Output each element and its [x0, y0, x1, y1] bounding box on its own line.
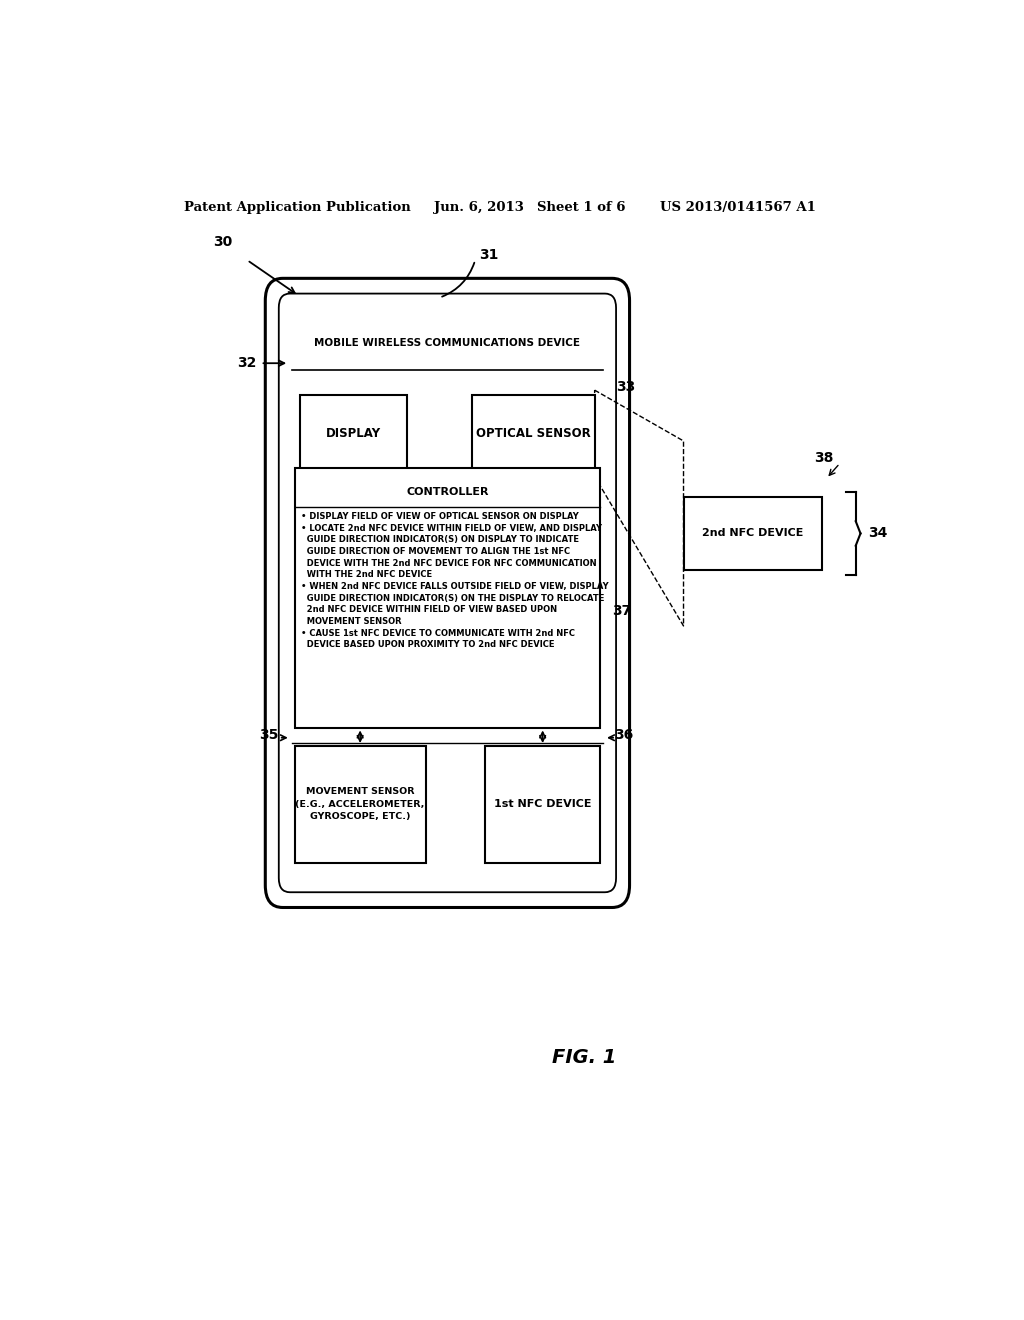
Text: 30: 30	[214, 235, 232, 248]
FancyBboxPatch shape	[295, 746, 426, 863]
Text: 1st NFC DEVICE: 1st NFC DEVICE	[494, 800, 592, 809]
Text: 38: 38	[814, 451, 834, 465]
Text: Jun. 6, 2013: Jun. 6, 2013	[433, 201, 523, 214]
Text: 36: 36	[614, 727, 634, 742]
FancyBboxPatch shape	[279, 293, 616, 892]
Text: • DISPLAY FIELD OF VIEW OF OPTICAL SENSOR ON DISPLAY
• LOCATE 2nd NFC DEVICE WIT: • DISPLAY FIELD OF VIEW OF OPTICAL SENSO…	[301, 512, 608, 649]
Text: Patent Application Publication: Patent Application Publication	[183, 201, 411, 214]
FancyBboxPatch shape	[684, 496, 822, 570]
FancyBboxPatch shape	[472, 395, 595, 471]
Text: 31: 31	[479, 248, 499, 261]
Text: 34: 34	[868, 527, 888, 540]
Text: 35: 35	[259, 727, 279, 742]
Text: CONTROLLER: CONTROLLER	[407, 487, 488, 496]
Text: FIG. 1: FIG. 1	[552, 1048, 616, 1068]
Text: 2nd NFC DEVICE: 2nd NFC DEVICE	[702, 528, 804, 539]
Text: DISPLAY: DISPLAY	[327, 426, 381, 440]
Text: 32: 32	[238, 356, 257, 370]
Text: US 2013/0141567 A1: US 2013/0141567 A1	[659, 201, 815, 214]
FancyBboxPatch shape	[485, 746, 600, 863]
Text: MOBILE WIRELESS COMMUNICATIONS DEVICE: MOBILE WIRELESS COMMUNICATIONS DEVICE	[314, 338, 581, 348]
Text: 33: 33	[616, 380, 635, 395]
Text: 37: 37	[612, 605, 632, 618]
FancyBboxPatch shape	[295, 469, 600, 727]
Text: Sheet 1 of 6: Sheet 1 of 6	[537, 201, 626, 214]
Text: OPTICAL SENSOR: OPTICAL SENSOR	[476, 426, 591, 440]
Text: MOVEMENT SENSOR
(E.G., ACCELEROMETER,
GYROSCOPE, ETC.): MOVEMENT SENSOR (E.G., ACCELEROMETER, GY…	[296, 787, 425, 821]
FancyBboxPatch shape	[300, 395, 408, 471]
FancyBboxPatch shape	[265, 279, 630, 907]
